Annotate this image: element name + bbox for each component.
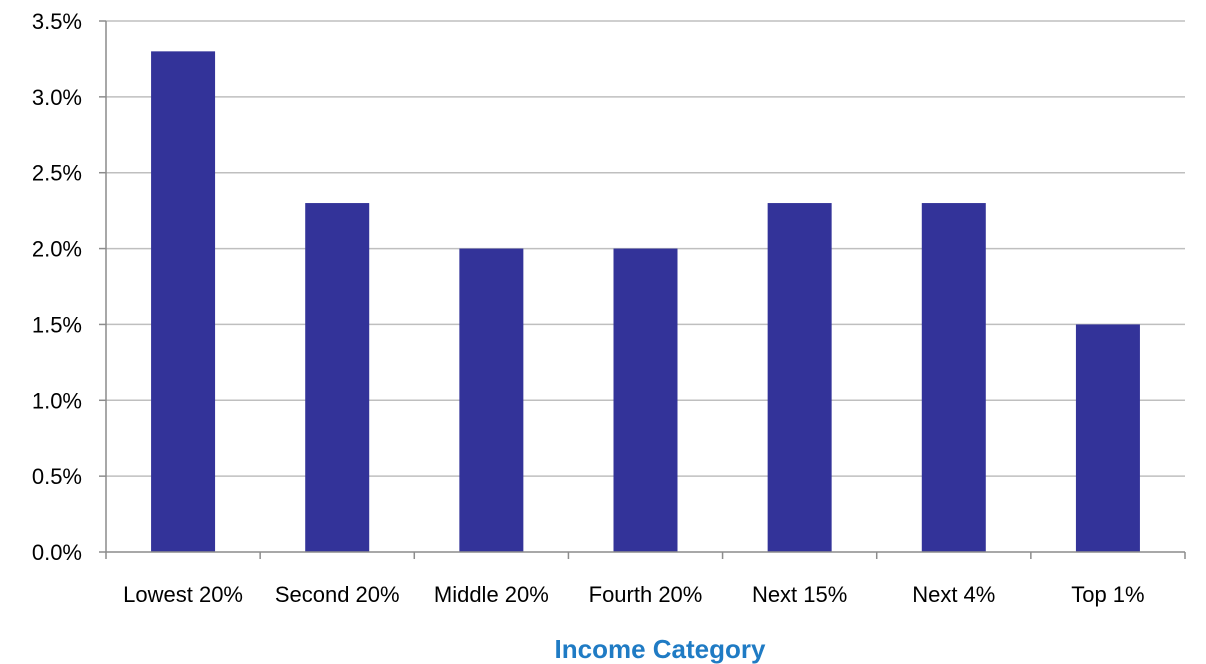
bar <box>1075 324 1140 552</box>
x-tick-label: Next 15% <box>752 582 847 607</box>
bar <box>767 203 832 553</box>
y-tick-label: 2.5% <box>32 161 82 186</box>
bar <box>151 51 216 552</box>
bar <box>613 248 678 553</box>
x-tick-label: Top 1% <box>1071 582 1144 607</box>
x-tick-label: Second 20% <box>275 582 400 607</box>
y-tick-label: 3.5% <box>32 9 82 34</box>
x-tick-label: Lowest 20% <box>123 582 243 607</box>
y-tick-label: 0.0% <box>32 540 82 565</box>
bars <box>151 51 1140 553</box>
y-tick-labels: 0.0% 0.5% 1.0% 1.5% 2.0% 2.5% 3.0% 3.5% <box>32 9 82 565</box>
x-tick-label: Middle 20% <box>434 582 549 607</box>
x-tick-label: Next 4% <box>912 582 995 607</box>
y-tick-label: 1.0% <box>32 388 82 413</box>
x-axis-title: Income Category <box>555 634 766 664</box>
bar <box>921 203 986 553</box>
y-tick-label: 2.0% <box>32 237 82 262</box>
y-tick-label: 0.5% <box>32 464 82 489</box>
bar <box>305 203 370 553</box>
bar <box>459 248 524 553</box>
x-tick-labels: Lowest 20% Second 20% Middle 20% Fourth 20%… <box>123 582 1144 607</box>
axes <box>99 20 1186 559</box>
y-tick-label: 3.0% <box>32 85 82 110</box>
y-tick-label: 1.5% <box>32 312 82 337</box>
x-tick-label: Fourth 20% <box>589 582 703 607</box>
